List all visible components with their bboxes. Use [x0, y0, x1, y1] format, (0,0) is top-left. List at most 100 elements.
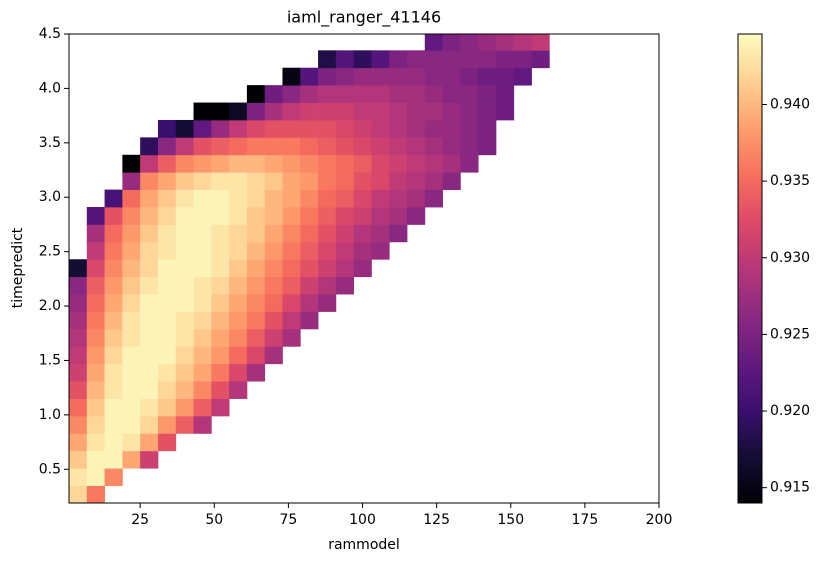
colorbar-tick-label: 0.930: [770, 250, 810, 266]
heatmap-cell: [300, 102, 319, 121]
heatmap-cell: [211, 398, 230, 417]
y-tick-label: 2.5: [39, 244, 61, 260]
heatmap-cell: [140, 311, 159, 330]
heatmap-cell: [157, 398, 177, 417]
heatmap-cell: [371, 102, 390, 121]
heatmap-cell: [229, 259, 248, 278]
heatmap-cell: [246, 207, 266, 225]
x-tick-label: 175: [572, 512, 599, 528]
heatmap-cell: [140, 241, 159, 260]
heatmap-cell: [211, 189, 230, 208]
heatmap-cell: [104, 346, 123, 365]
heatmap-cell: [229, 381, 248, 399]
heatmap-cell: [157, 259, 177, 278]
heatmap-cell: [246, 276, 266, 295]
heatmap-cell: [211, 363, 230, 382]
heatmap-cell: [353, 241, 372, 260]
heatmap-cell: [175, 241, 194, 260]
heatmap-cell: [264, 189, 283, 208]
heatmap-cell: [140, 381, 159, 399]
heatmap-cell: [282, 224, 301, 243]
heatmap-cell: [406, 102, 426, 121]
heatmap-cell: [69, 311, 88, 330]
heatmap-cell: [335, 154, 355, 173]
heatmap-cell: [175, 311, 194, 330]
heatmap-cell: [353, 207, 372, 225]
heatmap-cell: [104, 363, 123, 382]
colorbar-tick-label: 0.920: [770, 403, 810, 419]
heatmap-cell: [406, 50, 426, 69]
y-tick-label: 4.0: [39, 80, 61, 96]
heatmap-cell: [371, 85, 390, 103]
heatmap-cell: [211, 172, 230, 191]
heatmap-cell: [246, 85, 266, 103]
heatmap-cell: [442, 137, 461, 156]
heatmap-cell: [246, 328, 266, 347]
heatmap-cell: [104, 224, 123, 243]
heatmap-cell: [122, 311, 141, 330]
heatmap-cell: [478, 85, 497, 103]
heatmap-cell: [86, 328, 105, 347]
heatmap-cell: [478, 102, 497, 121]
heatmap-cell: [229, 311, 248, 330]
heatmap-cell: [157, 415, 177, 434]
heatmap-cell: [140, 224, 159, 243]
heatmap-cell: [157, 381, 177, 399]
heatmap-cell: [282, 189, 301, 208]
heatmap-cell: [211, 119, 230, 138]
y-tick-label: 3.5: [39, 135, 61, 151]
heatmap-cell: [460, 85, 479, 103]
colorbar-tick-label: 0.925: [770, 326, 810, 342]
heatmap-cell: [122, 450, 141, 469]
heatmap-cell: [193, 241, 212, 260]
heatmap-cell: [122, 172, 141, 191]
heatmap-cell: [282, 294, 301, 312]
heatmap-cell: [335, 276, 355, 295]
heatmap-cell: [246, 137, 266, 156]
heatmap-cell: [140, 172, 159, 191]
heatmap-cell: [175, 259, 194, 278]
heatmap-cell: [193, 381, 212, 399]
heatmap-cell: [246, 154, 266, 173]
heatmap-cell: [460, 34, 479, 51]
heatmap-cell: [211, 311, 230, 330]
heatmap-cell: [264, 311, 283, 330]
heatmap-cell: [424, 154, 443, 173]
heatmap-cell: [104, 241, 123, 260]
heatmap-cell: [424, 67, 443, 86]
heatmap-cell: [122, 207, 141, 225]
heatmap-cell: [211, 207, 230, 225]
heatmap-cell: [122, 189, 141, 208]
heatmap-cell: [406, 137, 426, 156]
heatmap-cell: [175, 276, 194, 295]
heatmap-cell: [122, 328, 141, 347]
colorbar-tick-label: 0.915: [770, 480, 810, 496]
heatmap-cell: [389, 119, 408, 138]
y-tick-label: 3.0: [39, 189, 61, 205]
heatmap-cell: [478, 119, 497, 138]
heatmap-cell: [175, 398, 194, 417]
y-tick-label: 0.5: [39, 461, 61, 477]
heatmap-cell: [86, 294, 105, 312]
heatmap-cell: [300, 172, 319, 191]
heatmap-cell: [229, 328, 248, 347]
heatmap-cell: [460, 102, 479, 121]
heatmap-cell: [495, 34, 515, 51]
heatmap-cell: [69, 398, 88, 417]
heatmap-cell: [300, 259, 319, 278]
heatmap-cell: [157, 154, 177, 173]
heatmap-cell: [513, 50, 532, 69]
heatmap-cell: [282, 259, 301, 278]
heatmap-cell: [86, 224, 105, 243]
x-axis-label: rammodel: [328, 537, 400, 553]
heatmap-cell: [122, 346, 141, 365]
heatmap-cell: [300, 119, 319, 138]
heatmap-cell: [122, 241, 141, 260]
heatmap-cell: [264, 85, 283, 103]
heatmap-cell: [442, 102, 461, 121]
heatmap-cell: [122, 381, 141, 399]
heatmap-cell: [318, 85, 337, 103]
heatmap-cell: [69, 328, 88, 347]
heatmap-cell: [335, 207, 355, 225]
heatmap-cell: [318, 207, 337, 225]
